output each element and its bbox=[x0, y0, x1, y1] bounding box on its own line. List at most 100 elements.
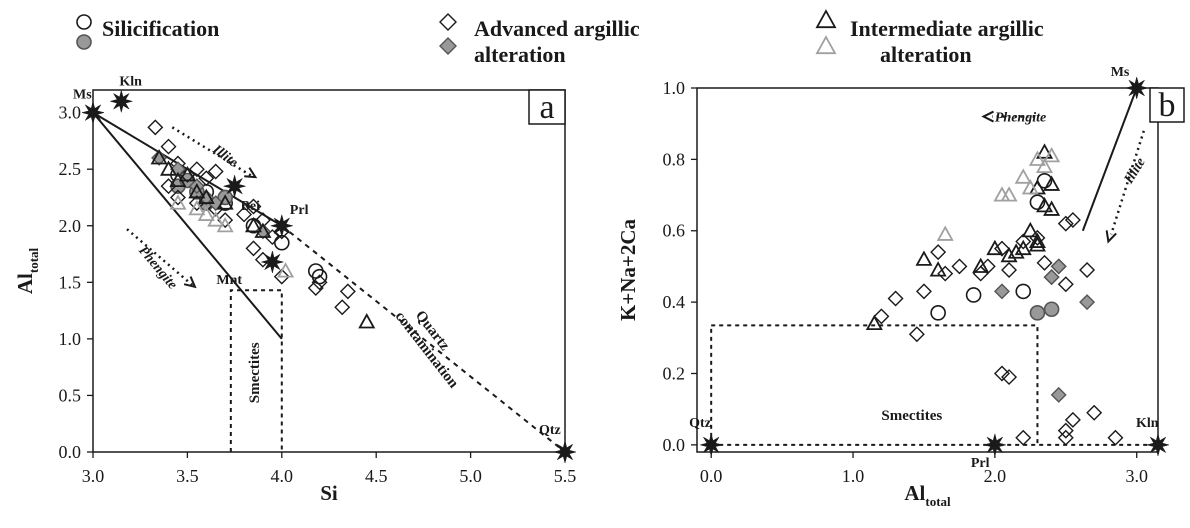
data-point-diamond-open bbox=[917, 284, 931, 298]
legend-intermediate-open-marker bbox=[817, 11, 835, 27]
data-point-diamond-open bbox=[952, 259, 966, 273]
reference-point-star bbox=[110, 90, 132, 112]
data-point-circle-open bbox=[967, 288, 981, 302]
data-point-triangle-open bbox=[1023, 224, 1037, 237]
legend-advanced-open-marker bbox=[440, 14, 456, 30]
annotation-smectites: Smectites bbox=[247, 342, 263, 403]
reference-point-star bbox=[984, 434, 1006, 456]
data-point-diamond-open bbox=[1059, 217, 1073, 231]
y-tick-label: 2.5 bbox=[59, 159, 82, 179]
x-tick-label: 4.5 bbox=[365, 466, 388, 486]
data-point-circle-gray bbox=[1045, 302, 1059, 316]
illite-arrowhead bbox=[244, 168, 255, 177]
y-tick-label: 0.6 bbox=[663, 221, 686, 241]
reference-point-star bbox=[1147, 434, 1169, 456]
legend-label-intermediate-argillic: Intermediate argillic alteration bbox=[850, 16, 1044, 67]
chart-panel-a: 3.0 3.5 4.0 4.5 5.0 5.5 0.0 0.5 1.0 1.5 2.0 2.5 3.0 S… bbox=[13, 74, 576, 505]
data-point-diamond-open bbox=[910, 327, 924, 341]
data-point-diamond-open bbox=[1038, 256, 1052, 270]
y-tick-label: 0.8 bbox=[663, 149, 686, 169]
data-point-triangle-open bbox=[917, 252, 931, 265]
y-tick-label: 0.4 bbox=[663, 292, 686, 312]
y-axis-label: K+Na+2Ca bbox=[616, 218, 640, 321]
data-point-diamond-open bbox=[341, 284, 355, 298]
data-point-diamond-open bbox=[1108, 431, 1122, 445]
x-axis-label: Si bbox=[320, 481, 338, 505]
data-point-diamond-open bbox=[1002, 263, 1016, 277]
x-tick-label: 5.5 bbox=[554, 466, 577, 486]
y-axis-label: Altotal bbox=[13, 247, 41, 294]
smectites-box bbox=[711, 325, 1037, 445]
y-tick-label: 0.5 bbox=[59, 385, 82, 405]
reference-point-label: Prl bbox=[971, 456, 990, 471]
annotation-smectites: Smectites bbox=[881, 408, 942, 424]
reference-point-star bbox=[261, 251, 283, 273]
x-axis-label: Altotal bbox=[904, 481, 951, 509]
data-point-triangle-gray bbox=[938, 227, 952, 240]
phengite-arrowhead bbox=[984, 112, 994, 122]
reference-point-label: Qtz bbox=[539, 423, 561, 438]
data-point-triangle-gray bbox=[171, 196, 185, 209]
illite-arrowhead bbox=[1107, 230, 1117, 241]
data-point-triangle-open bbox=[867, 317, 881, 330]
reference-point-label: Bei bbox=[241, 199, 261, 214]
data-point-diamond-gray bbox=[1052, 259, 1066, 273]
data-point-diamond-gray bbox=[1052, 388, 1066, 402]
data-point-diamond-open bbox=[246, 241, 260, 255]
data-point-diamond-gray bbox=[1045, 270, 1059, 284]
reference-point-label: Prl bbox=[290, 203, 309, 218]
reference-point-star bbox=[700, 434, 722, 456]
panel-label-a: a bbox=[539, 89, 554, 126]
annotation-phengite: Phengite bbox=[995, 111, 1046, 126]
phengite-trend-line bbox=[93, 113, 282, 339]
data-point-diamond-open bbox=[889, 292, 903, 306]
y-tick-label: 2.0 bbox=[59, 216, 82, 236]
reference-point-label: Mnt bbox=[216, 273, 242, 288]
data-point-circle-open bbox=[1016, 284, 1030, 298]
data-point-diamond-open bbox=[1002, 370, 1016, 384]
data-point-diamond-open bbox=[335, 300, 349, 314]
data-point-diamond-open bbox=[1080, 263, 1094, 277]
data-point-diamond-open bbox=[1066, 213, 1080, 227]
reference-point-star bbox=[1126, 77, 1148, 99]
data-point-diamond-open bbox=[1066, 413, 1080, 427]
data-point-diamond-open bbox=[1016, 431, 1030, 445]
legend-label-silicification: Silicification bbox=[102, 16, 219, 41]
data-point-diamond-open bbox=[1059, 277, 1073, 291]
legend-advanced-gray-marker bbox=[440, 38, 456, 54]
reference-point-star bbox=[224, 175, 246, 197]
data-point-triangle-gray bbox=[1002, 188, 1016, 201]
data-point-triangle-gray bbox=[995, 188, 1009, 201]
legend-silicification-open-marker bbox=[77, 15, 91, 29]
legend-silicification-gray-marker bbox=[77, 35, 91, 49]
y-tick-label: 3.0 bbox=[59, 103, 82, 123]
y-tick-label: 0.0 bbox=[59, 442, 82, 462]
legend: Silicification Advanced argillic alteratio… bbox=[77, 11, 1044, 67]
y-tick-label: 0.0 bbox=[663, 435, 686, 455]
reference-point-star bbox=[554, 441, 576, 463]
reference-point-label: Kln bbox=[1136, 416, 1159, 431]
legend-label-advanced-argillic: Advanced argillic alteration bbox=[474, 16, 640, 67]
legend-intermediate-gray-marker bbox=[817, 37, 835, 53]
data-point-diamond-open bbox=[1087, 406, 1101, 420]
y-tick-label: 1.0 bbox=[59, 329, 82, 349]
data-point-triangle-gray bbox=[1016, 170, 1030, 183]
data-point-circle-gray bbox=[1030, 306, 1044, 320]
chart-panel-b: 0.0 1.0 2.0 3.00.00.20.40.60.81.0AltotalK+N… bbox=[616, 65, 1184, 509]
panel-label-b: b bbox=[1159, 87, 1176, 124]
data-point-diamond-gray bbox=[1080, 295, 1094, 309]
phengite-arrowhead bbox=[184, 277, 195, 287]
x-tick-label: 0.0 bbox=[700, 466, 723, 486]
y-tick-label: 1.5 bbox=[59, 272, 82, 292]
reference-point-label: Ms bbox=[1111, 65, 1130, 80]
annotation-illite: Illite bbox=[1121, 155, 1149, 187]
reference-point-star bbox=[82, 102, 104, 124]
reference-point-label: Kln bbox=[119, 74, 142, 89]
x-tick-label: 3.5 bbox=[176, 466, 199, 486]
data-point-diamond-gray bbox=[995, 284, 1009, 298]
y-tick-label: 0.2 bbox=[663, 363, 686, 383]
x-tick-label: 1.0 bbox=[842, 466, 865, 486]
data-point-circle-open bbox=[931, 306, 945, 320]
